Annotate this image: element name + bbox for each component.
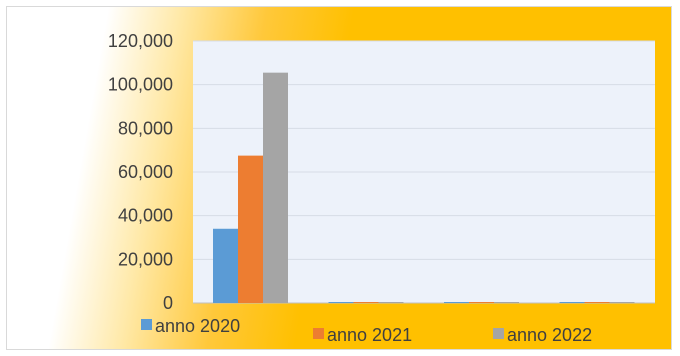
bar-anno-2021-3 <box>469 302 494 303</box>
bar-anno-2020-2 <box>328 302 354 303</box>
y-tick-label: 120,000 <box>108 31 173 51</box>
bar-anno-2020-4 <box>559 302 585 303</box>
y-tick-label: 60,000 <box>118 162 173 182</box>
bar-anno-2022-2 <box>378 302 404 303</box>
legend-label: anno 2020 <box>155 316 240 336</box>
bar-anno-2022-3 <box>494 302 519 303</box>
chart-frame: 0 20,000 40,000 60,000 80,000 100,000 120,000 … <box>6 6 672 350</box>
y-tick-label: 100,000 <box>108 75 173 95</box>
legend-swatch <box>313 328 324 339</box>
bar-anno-2021-2 <box>353 302 379 303</box>
bar-anno-2022-4 <box>609 302 635 303</box>
bar-anno-2022-1 <box>263 72 288 304</box>
bar-chart: 020,00040,00060,00080,000100,000120,000 … <box>108 31 655 345</box>
legend-swatch <box>493 328 504 339</box>
y-tick-label: 0 <box>163 293 173 313</box>
bar-anno-2021-1 <box>238 155 263 303</box>
y-tick-label: 40,000 <box>118 206 173 226</box>
y-tick-label: 80,000 <box>118 118 173 138</box>
legend-label: anno 2022 <box>507 325 592 345</box>
legend-label: anno 2021 <box>327 325 412 345</box>
bar-anno-2021-4 <box>584 302 610 303</box>
bar-anno-2020-1 <box>213 228 238 303</box>
legend-swatch <box>141 319 152 330</box>
y-tick-label: 20,000 <box>118 249 173 269</box>
bar-anno-2020-3 <box>444 302 469 303</box>
